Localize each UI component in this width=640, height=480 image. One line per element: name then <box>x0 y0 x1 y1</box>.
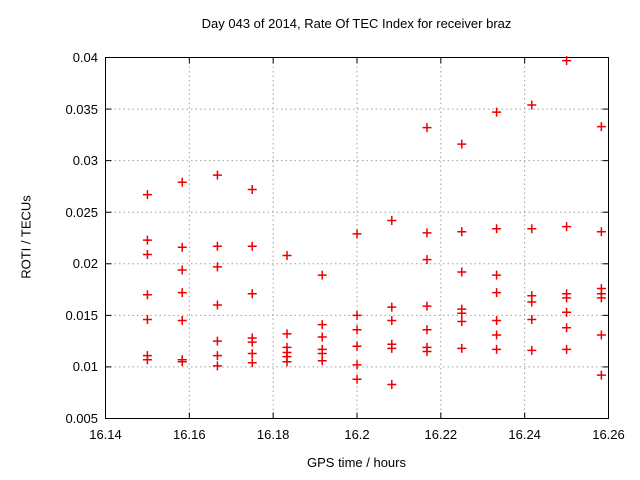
data-point-marker <box>247 185 257 195</box>
data-point-marker <box>247 241 257 251</box>
data-point-marker <box>177 288 187 298</box>
data-point-marker <box>387 379 397 389</box>
data-point-marker <box>247 289 257 299</box>
y-tick-label: 0.01 <box>72 359 98 375</box>
data-point-marker <box>527 345 537 355</box>
data-point-marker <box>212 170 222 180</box>
data-point-marker <box>282 357 292 367</box>
y-tick-label: 0.02 <box>72 256 98 272</box>
data-point-marker <box>317 332 327 342</box>
y-tick-label: 0.005 <box>65 411 98 426</box>
y-tick-label: 0.025 <box>65 204 98 220</box>
x-tick-label: 16.26 <box>592 427 625 442</box>
data-point-marker <box>387 343 397 353</box>
data-point-marker <box>142 355 152 365</box>
data-point-marker <box>387 215 397 225</box>
plot-canvas <box>105 56 609 419</box>
data-point-marker <box>177 316 187 326</box>
x-tick-label: 16.2 <box>344 427 370 442</box>
data-point-marker <box>422 301 432 311</box>
data-point-marker <box>317 320 327 330</box>
data-point-marker <box>527 100 537 110</box>
data-point-marker <box>142 290 152 300</box>
data-point-marker <box>387 302 397 312</box>
data-point-marker <box>142 190 152 200</box>
data-point-marker <box>422 123 432 133</box>
data-point-marker <box>387 316 397 326</box>
data-point-marker <box>596 227 606 237</box>
data-point-marker <box>422 255 432 265</box>
data-point-marker <box>212 300 222 310</box>
y-tick-label: 0.015 <box>65 307 98 323</box>
data-point-marker <box>247 337 257 347</box>
data-point-marker <box>492 330 502 340</box>
data-point-marker <box>422 346 432 356</box>
data-point-marker <box>492 224 502 234</box>
data-point-marker <box>177 177 187 187</box>
data-point-marker <box>212 262 222 272</box>
chart-title: Day 043 of 2014, Rate Of TEC Index for r… <box>201 16 512 31</box>
data-point-marker <box>492 288 502 298</box>
data-point-marker <box>317 270 327 280</box>
data-point-marker <box>177 242 187 252</box>
x-tick-label: 16.22 <box>424 427 458 442</box>
data-point-marker <box>212 241 222 251</box>
data-point-marker <box>492 107 502 117</box>
data-point-marker <box>457 308 467 318</box>
x-tick-label: 16.18 <box>256 427 290 442</box>
data-point-marker <box>352 374 362 384</box>
data-point-marker <box>177 357 187 367</box>
data-point-marker <box>352 341 362 351</box>
data-point-marker <box>562 293 572 303</box>
data-point-marker <box>142 235 152 245</box>
data-point-marker <box>352 360 362 370</box>
data-point-marker <box>596 330 606 340</box>
data-point-marker <box>562 323 572 333</box>
data-point-marker <box>282 329 292 339</box>
data-point-marker <box>142 314 152 324</box>
x-tick-label: 16.16 <box>173 427 206 442</box>
data-point-marker <box>596 293 606 303</box>
data-point-marker <box>457 317 467 327</box>
x-axis-label: GPS time / hours <box>307 455 406 470</box>
data-point-marker <box>142 250 152 260</box>
data-point-marker <box>422 228 432 238</box>
data-point-marker <box>212 336 222 346</box>
data-point-marker <box>247 358 257 368</box>
data-point-marker <box>457 267 467 277</box>
data-point-marker <box>422 325 432 335</box>
data-point-marker <box>247 349 257 359</box>
data-point-marker <box>212 361 222 371</box>
y-tick-label: 0.035 <box>65 101 98 117</box>
data-point-marker <box>352 325 362 335</box>
data-point-marker <box>596 370 606 380</box>
data-point-marker <box>527 314 537 324</box>
y-tick-label: 0.04 <box>72 50 98 65</box>
data-point-marker <box>527 297 537 307</box>
x-tick-label: 16.14 <box>89 427 122 442</box>
data-point-marker <box>177 265 187 275</box>
data-point-marker <box>596 122 606 132</box>
data-point-marker <box>562 344 572 354</box>
data-point-marker <box>562 56 572 66</box>
y-tick-label: 0.03 <box>72 153 98 169</box>
data-point-marker <box>492 316 502 326</box>
data-point-marker <box>562 307 572 317</box>
data-point-marker <box>457 139 467 149</box>
data-point-marker <box>527 224 537 234</box>
data-point-marker <box>317 356 327 366</box>
data-point-marker <box>282 251 292 261</box>
data-point-marker <box>457 227 467 237</box>
data-point-marker <box>352 229 362 239</box>
data-point-marker <box>562 222 572 232</box>
data-point-marker <box>492 344 502 354</box>
data-point-marker <box>352 310 362 320</box>
data-point-marker <box>457 343 467 353</box>
data-point-marker <box>492 270 502 280</box>
data-point-marker <box>212 351 222 361</box>
x-tick-label: 16.24 <box>508 427 541 442</box>
